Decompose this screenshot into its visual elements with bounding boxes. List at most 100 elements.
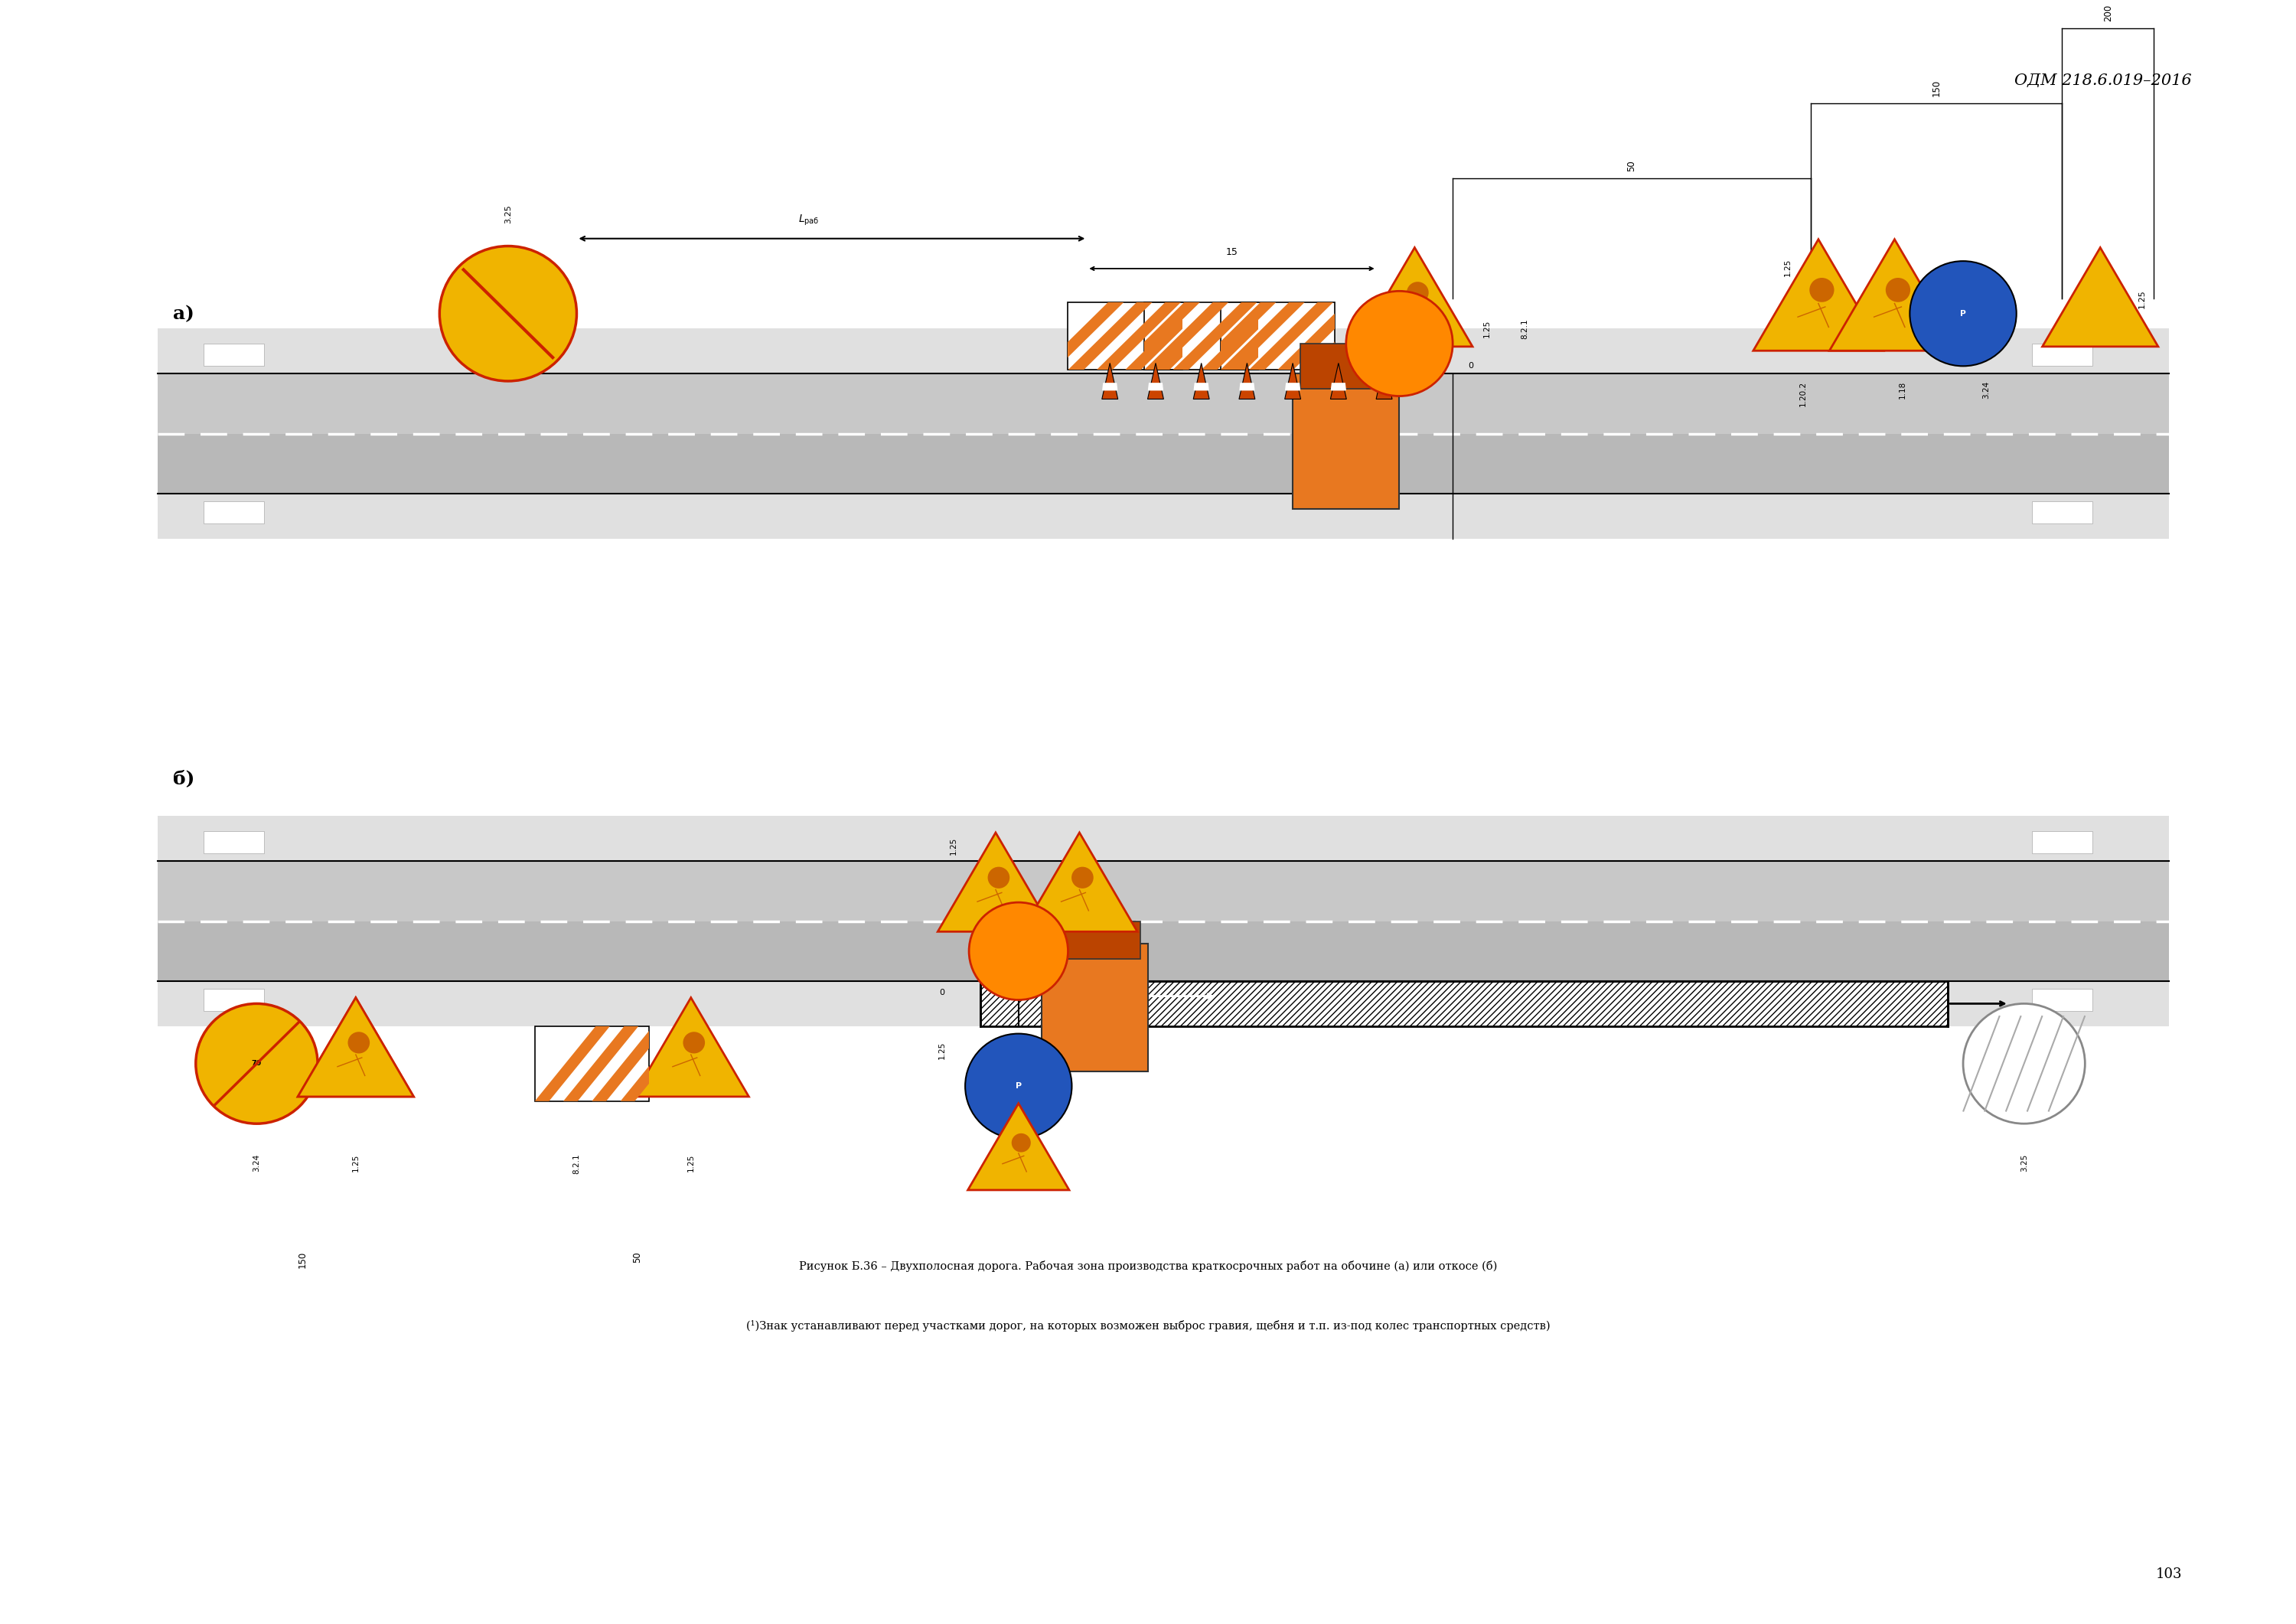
Polygon shape bbox=[1182, 302, 1267, 370]
Text: 1.18: 1.18 bbox=[1899, 382, 1906, 400]
Bar bbox=[158, 921, 2170, 981]
Text: 1.25: 1.25 bbox=[1483, 320, 1490, 338]
Bar bbox=[204, 831, 264, 854]
Polygon shape bbox=[1201, 302, 1286, 370]
Bar bbox=[2032, 502, 2092, 523]
Polygon shape bbox=[1221, 302, 1304, 370]
Text: 1.25: 1.25 bbox=[687, 1153, 696, 1171]
Circle shape bbox=[1013, 1134, 1031, 1151]
Polygon shape bbox=[1277, 302, 1362, 370]
Polygon shape bbox=[1754, 239, 1883, 351]
Polygon shape bbox=[1830, 239, 1961, 351]
Circle shape bbox=[1345, 291, 1453, 396]
Bar bbox=[204, 344, 264, 365]
Polygon shape bbox=[1240, 364, 1256, 400]
Circle shape bbox=[1910, 261, 2016, 365]
Text: 1.20.2: 1.20.2 bbox=[1800, 382, 1807, 406]
Polygon shape bbox=[1040, 302, 1123, 370]
Bar bbox=[535, 1026, 650, 1101]
Circle shape bbox=[969, 903, 1068, 1000]
Circle shape bbox=[682, 1031, 705, 1054]
Polygon shape bbox=[1375, 364, 1391, 400]
Bar bbox=[158, 494, 2170, 539]
Polygon shape bbox=[563, 1026, 638, 1101]
Text: 1.25: 1.25 bbox=[939, 1041, 946, 1059]
Text: 1.25: 1.25 bbox=[351, 1153, 360, 1171]
Text: ОДМ 218.6.019–2016: ОДМ 218.6.019–2016 bbox=[2014, 73, 2193, 88]
Polygon shape bbox=[1173, 302, 1256, 370]
Circle shape bbox=[1407, 283, 1428, 304]
Text: min 3: min 3 bbox=[1378, 393, 1384, 414]
Bar bbox=[158, 817, 2170, 861]
Polygon shape bbox=[1102, 364, 1118, 400]
Polygon shape bbox=[937, 833, 1054, 932]
Circle shape bbox=[964, 1033, 1072, 1138]
Circle shape bbox=[1885, 278, 1910, 302]
Polygon shape bbox=[2043, 247, 2158, 346]
Text: 1.25: 1.25 bbox=[2138, 289, 2147, 309]
Text: а): а) bbox=[172, 304, 195, 323]
Text: Рисунок Б.36 – Двухполосная дорога. Рабочая зона производства краткосрочных рабо: Рисунок Б.36 – Двухполосная дорога. Рабо… bbox=[799, 1260, 1497, 1272]
Polygon shape bbox=[1153, 302, 1238, 370]
Polygon shape bbox=[1102, 383, 1118, 390]
Text: 3.24: 3.24 bbox=[1981, 382, 1991, 400]
Text: 50: 50 bbox=[1628, 159, 1637, 171]
Text: 1.25: 1.25 bbox=[951, 838, 957, 854]
Polygon shape bbox=[1231, 302, 1313, 370]
Polygon shape bbox=[1334, 302, 1419, 370]
Polygon shape bbox=[592, 1026, 668, 1101]
Text: $L_{\rmраб}$: $L_{\rmраб}$ bbox=[799, 213, 820, 227]
Text: 15: 15 bbox=[1226, 247, 1238, 257]
Text: P: P bbox=[1015, 1082, 1022, 1090]
Polygon shape bbox=[1192, 302, 1277, 370]
Polygon shape bbox=[1306, 302, 1391, 370]
Bar bbox=[204, 502, 264, 523]
Circle shape bbox=[439, 247, 576, 382]
Text: 8.2.1: 8.2.1 bbox=[1522, 318, 1529, 339]
Text: 3.24: 3.24 bbox=[253, 1153, 259, 1171]
Polygon shape bbox=[1022, 833, 1137, 932]
Text: 103: 103 bbox=[2156, 1567, 2181, 1582]
Text: б): б) bbox=[172, 770, 195, 788]
Text: 3.25: 3.25 bbox=[505, 205, 512, 224]
Text: 0: 0 bbox=[939, 989, 946, 996]
Polygon shape bbox=[1329, 364, 1345, 400]
Bar bbox=[158, 434, 2170, 494]
Bar bbox=[1221, 302, 1334, 370]
Text: 200: 200 bbox=[2103, 3, 2112, 21]
Polygon shape bbox=[1143, 302, 1228, 370]
Bar bbox=[1049, 921, 1141, 958]
Polygon shape bbox=[1068, 302, 1153, 370]
Bar bbox=[2032, 344, 2092, 365]
Polygon shape bbox=[1116, 302, 1201, 370]
Text: 150: 150 bbox=[298, 1250, 308, 1268]
Polygon shape bbox=[1125, 302, 1210, 370]
Text: 1.25: 1.25 bbox=[1784, 258, 1791, 276]
Text: 70: 70 bbox=[253, 1060, 262, 1067]
Bar bbox=[1042, 944, 1148, 1072]
Polygon shape bbox=[650, 1026, 723, 1101]
Polygon shape bbox=[1148, 383, 1162, 390]
Circle shape bbox=[195, 1004, 317, 1124]
Bar bbox=[980, 981, 1947, 1026]
Bar bbox=[1300, 344, 1391, 388]
Polygon shape bbox=[1148, 364, 1164, 400]
Bar bbox=[2032, 831, 2092, 854]
Text: P: P bbox=[1961, 310, 1965, 317]
Bar bbox=[1293, 374, 1398, 508]
Bar bbox=[1143, 302, 1258, 370]
Text: 150: 150 bbox=[1931, 80, 1942, 96]
Polygon shape bbox=[535, 1026, 611, 1101]
Polygon shape bbox=[298, 997, 413, 1096]
Circle shape bbox=[1963, 1004, 2085, 1124]
Text: 50: 50 bbox=[634, 1250, 643, 1262]
Text: 8.2.1: 8.2.1 bbox=[572, 1153, 581, 1174]
Polygon shape bbox=[298, 997, 413, 1096]
Text: 3.25: 3.25 bbox=[2020, 1153, 2027, 1171]
Polygon shape bbox=[1258, 302, 1343, 370]
Bar bbox=[2032, 989, 2092, 1012]
Bar bbox=[158, 861, 2170, 921]
Circle shape bbox=[1809, 278, 1835, 302]
Circle shape bbox=[347, 1031, 370, 1054]
Text: (¹)Знак устанавливают перед участками дорог, на которых возможен выброс гравия, : (¹)Знак устанавливают перед участками до… bbox=[746, 1320, 1550, 1332]
